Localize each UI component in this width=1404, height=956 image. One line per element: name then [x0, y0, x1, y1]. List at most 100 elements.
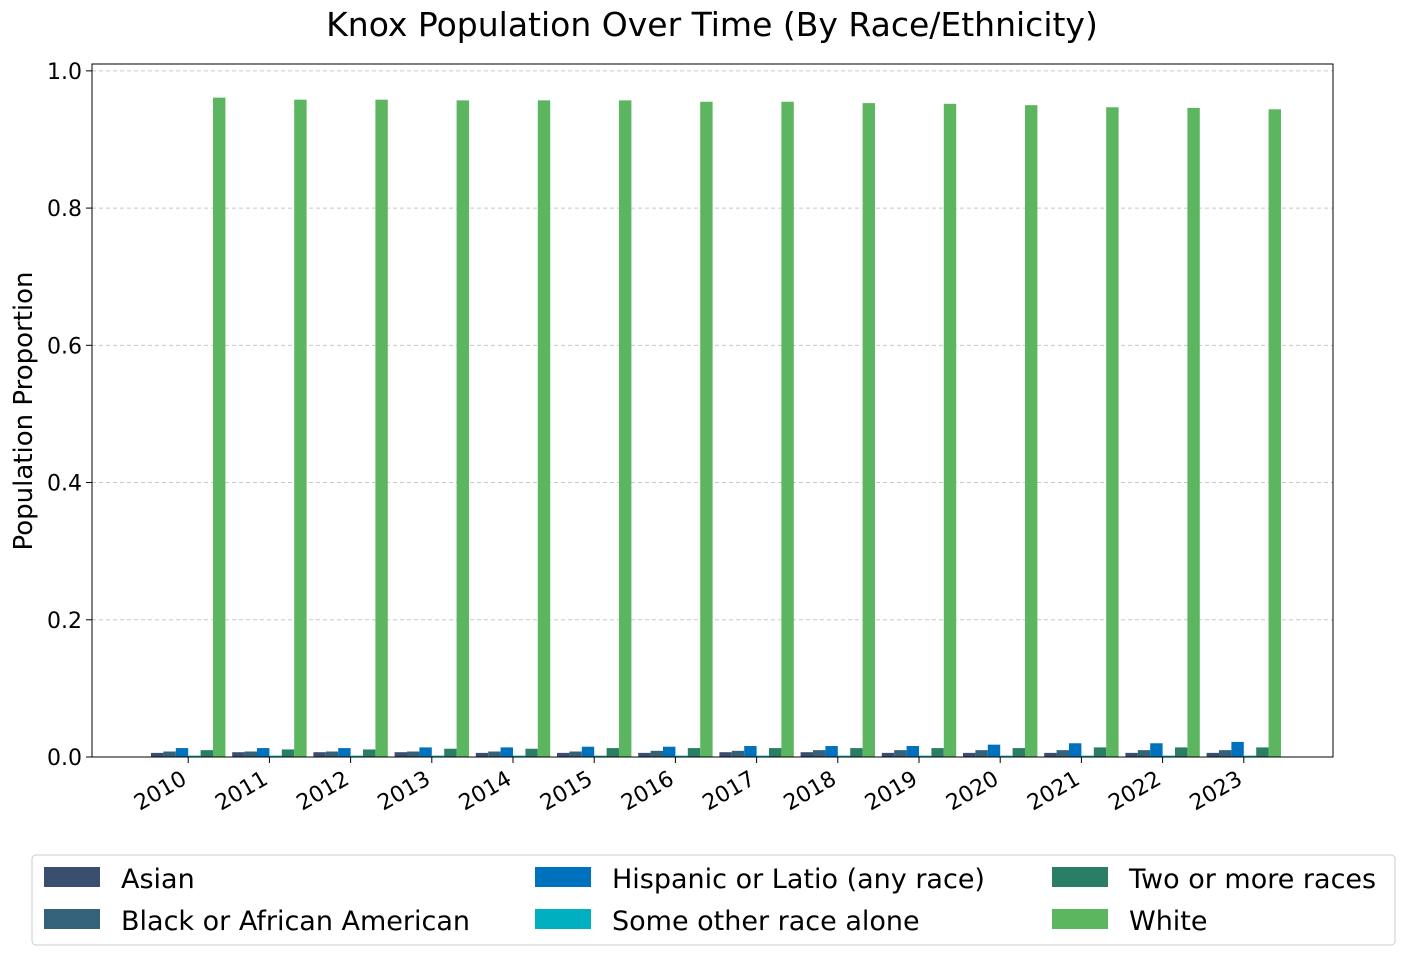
bar-white-2012	[375, 99, 388, 758]
bar-black-or-african-american-2023	[1219, 750, 1232, 757]
bar-black-or-african-american-2011	[244, 751, 257, 757]
x-tick-label: 2012	[293, 767, 354, 817]
bar-asian-2018	[800, 752, 813, 757]
bar-white-2013	[456, 100, 469, 757]
bar-some-other-race-alone-2012	[350, 755, 363, 757]
x-tick-label: 2020	[942, 767, 1003, 817]
bar-white-2019	[943, 103, 957, 758]
bar-some-other-race-alone-2015	[594, 755, 607, 757]
bar-hispanic-or-latio-any-race-2011	[257, 748, 270, 757]
bar-black-or-african-american-2022	[1137, 750, 1151, 757]
x-tick-label: 2010	[130, 767, 191, 817]
bar-some-other-race-alone-2022	[1162, 755, 1175, 757]
y-tick-label: 0.6	[47, 334, 82, 359]
legend-swatch	[44, 909, 100, 929]
bar-hispanic-or-latio-any-race-2021	[1069, 743, 1082, 757]
bar-white-2021	[1106, 107, 1119, 757]
bar-two-or-more-races-2012	[363, 749, 376, 757]
x-tick-label: 2019	[861, 767, 922, 817]
bar-hispanic-or-latio-any-race-2018	[825, 746, 838, 757]
legend-swatch	[535, 909, 591, 929]
bar-asian-2012	[313, 752, 326, 757]
bar-two-or-more-races-2015	[606, 748, 619, 757]
bar-some-other-race-alone-2019	[919, 755, 932, 757]
bar-hispanic-or-latio-any-race-2017	[744, 746, 757, 757]
bar-hispanic-or-latio-any-race-2013	[419, 747, 432, 757]
bar-asian-2021	[1044, 752, 1057, 757]
bar-some-other-race-alone-2010	[188, 755, 201, 757]
y-tick-label: 0.8	[47, 197, 82, 222]
bar-black-or-african-american-2016	[650, 750, 663, 757]
bar-two-or-more-races-2022	[1175, 747, 1188, 757]
bar-black-or-african-american-2012	[325, 751, 339, 757]
y-axis-label: Population Proportion	[9, 271, 39, 550]
bar-hispanic-or-latio-any-race-2014	[500, 747, 513, 757]
bar-white-2020	[1025, 105, 1038, 757]
bar-black-or-african-american-2017	[731, 750, 745, 757]
bar-some-other-race-alone-2013	[431, 755, 445, 757]
bar-two-or-more-races-2019	[931, 748, 944, 757]
x-tick-label: 2017	[699, 767, 760, 817]
bars	[151, 97, 1281, 758]
bar-some-other-race-alone-2017	[756, 755, 769, 757]
bar-black-or-african-american-2014	[488, 751, 501, 757]
legend-label: White	[1129, 906, 1208, 937]
legend-swatch	[535, 867, 591, 887]
bar-two-or-more-races-2013	[444, 748, 457, 757]
bar-hispanic-or-latio-any-race-2012	[338, 748, 351, 757]
bar-asian-2014	[475, 752, 489, 757]
bar-two-or-more-races-2014	[525, 748, 538, 757]
bar-some-other-race-alone-2016	[675, 755, 688, 757]
bar-black-or-african-american-2015	[569, 751, 582, 757]
bar-asian-2023	[1206, 752, 1219, 757]
y-tick-label: 1.0	[47, 60, 82, 85]
y-tick-label: 0.4	[47, 472, 82, 497]
x-axis: 2010 2011 2012 2013 2014 2015 2016 2017 2018 2019…	[130, 757, 1247, 816]
legend-label: Some other race alone	[612, 906, 920, 937]
x-tick-label: 2016	[617, 767, 678, 817]
bar-black-or-african-american-2018	[813, 750, 826, 757]
legend-swatch	[44, 867, 100, 887]
bar-white-2016	[700, 101, 713, 758]
bar-white-2022	[1187, 107, 1200, 758]
bar-hispanic-or-latio-any-race-2022	[1150, 743, 1163, 757]
bar-white-2011	[294, 99, 307, 758]
bar-black-or-african-american-2019	[894, 750, 907, 757]
bar-two-or-more-races-2020	[1012, 748, 1025, 757]
bar-hispanic-or-latio-any-race-2015	[581, 746, 595, 757]
bar-two-or-more-races-2016	[687, 748, 701, 757]
legend-label: Asian	[121, 864, 195, 895]
legend-label: Black or African American	[121, 906, 470, 937]
x-tick-label: 2022	[1105, 767, 1166, 817]
legend-label: Two or more races	[1128, 864, 1376, 895]
bar-white-2014	[537, 100, 551, 757]
bar-two-or-more-races-2023	[1256, 747, 1269, 757]
legend-swatch	[1052, 909, 1108, 929]
x-tick-label: 2013	[374, 767, 435, 817]
bar-hispanic-or-latio-any-race-2023	[1231, 741, 1244, 757]
y-tick-label: 0.0	[47, 746, 82, 771]
bar-black-or-african-american-2010	[163, 751, 176, 757]
bar-two-or-more-races-2010	[200, 750, 213, 757]
x-tick-label: 2014	[455, 767, 516, 817]
bar-asian-2019	[881, 752, 895, 757]
bar-asian-2020	[963, 752, 976, 757]
bar-hispanic-or-latio-any-race-2016	[663, 746, 676, 757]
bar-asian-2013	[394, 752, 407, 757]
legend-label: Hispanic or Latio (any race)	[612, 864, 985, 895]
bar-hispanic-or-latio-any-race-2010	[175, 748, 189, 757]
bar-some-other-race-alone-2021	[1081, 755, 1094, 757]
bar-some-other-race-alone-2011	[269, 755, 282, 757]
bar-hispanic-or-latio-any-race-2019	[906, 746, 919, 757]
bar-two-or-more-races-2011	[281, 749, 295, 757]
legend: Asian Black or African American Hispanic o…	[31, 854, 1396, 946]
bar-white-2023	[1268, 109, 1281, 757]
chart-title: Knox Population Over Time (By Race/Ethni…	[326, 5, 1098, 44]
bar-white-2010	[213, 97, 226, 757]
bar-black-or-african-american-2021	[1056, 750, 1069, 757]
bar-asian-2015	[557, 752, 570, 757]
bar-two-or-more-races-2017	[769, 748, 782, 757]
bar-hispanic-or-latio-any-race-2020	[987, 744, 1001, 757]
y-tick-label: 0.2	[47, 609, 82, 634]
